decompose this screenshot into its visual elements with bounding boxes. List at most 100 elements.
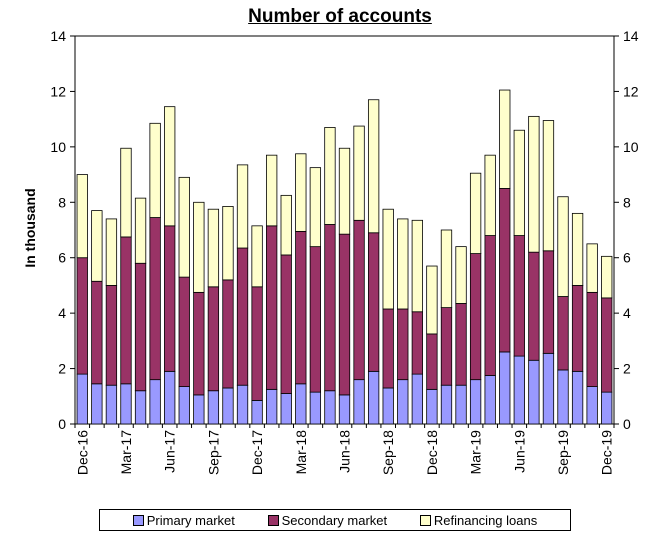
y-tick-label-left: 12 (50, 83, 66, 99)
bar-refinancing-jan-17 (91, 210, 103, 282)
bar-primary-oct-17 (222, 387, 234, 425)
legend-item-refinancing-loans: Refinancing loans (419, 512, 538, 528)
x-tick-label: Mar-17 (118, 430, 134, 475)
bar-secondary-feb-19 (455, 303, 467, 386)
x-tick-label: Dec-19 (599, 430, 615, 475)
bar-primary-dec-18 (426, 388, 438, 425)
bar-primary-nov-19 (586, 386, 598, 425)
bar-secondary-mar-19 (469, 253, 482, 381)
bar-refinancing-jun-18 (338, 147, 351, 235)
bar-primary-sep-18 (382, 387, 394, 425)
bar-secondary-jan-17 (91, 280, 103, 385)
bar-primary-dec-19 (601, 391, 613, 425)
bar-primary-mar-19 (469, 379, 482, 425)
bar-secondary-sep-19 (557, 296, 569, 371)
bar-refinancing-nov-19 (586, 243, 598, 293)
bar-refinancing-nov-18 (411, 219, 423, 313)
bar-secondary-jul-18 (353, 219, 365, 381)
bar-primary-jan-18 (266, 388, 278, 425)
bar-secondary-feb-17 (105, 285, 118, 386)
bar-primary-apr-19 (484, 375, 496, 425)
bar-refinancing-jun-19 (513, 129, 525, 236)
legend-swatch-primary-market (132, 514, 144, 526)
bar-primary-feb-18 (280, 393, 292, 425)
bar-secondary-sep-18 (382, 308, 394, 389)
bar-refinancing-mar-19 (469, 172, 482, 254)
y-tick-label-left: 10 (50, 139, 66, 155)
bar-secondary-may-18 (324, 224, 336, 392)
bar-refinancing-oct-18 (397, 218, 409, 310)
y-tick-label-right: 12 (623, 83, 639, 99)
bar-refinancing-may-18 (324, 127, 336, 225)
bar-secondary-mar-18 (295, 230, 307, 385)
x-tick-label: Jun-19 (511, 430, 527, 473)
bar-primary-nov-18 (411, 373, 423, 425)
bar-primary-jun-19 (513, 355, 525, 425)
x-tick-label: Dec-18 (424, 430, 440, 475)
bar-primary-aug-17 (193, 394, 205, 425)
bar-secondary-jan-19 (440, 307, 453, 386)
bar-refinancing-jan-19 (440, 229, 453, 308)
bar-refinancing-feb-18 (280, 194, 292, 256)
bar-refinancing-dec-16 (76, 174, 88, 259)
bar-secondary-may-17 (149, 217, 161, 381)
bar-refinancing-apr-17 (134, 197, 147, 264)
bar-refinancing-jul-19 (528, 115, 540, 253)
bar-primary-may-19 (499, 351, 511, 425)
bar-primary-mar-17 (120, 383, 132, 425)
legend: Primary market Secondary market Refinanc… (99, 509, 571, 531)
bar-refinancing-sep-17 (207, 208, 220, 288)
bar-secondary-mar-17 (120, 236, 132, 385)
bar-refinancing-sep-18 (382, 208, 394, 310)
bar-primary-jan-17 (91, 383, 103, 425)
bar-secondary-nov-19 (586, 291, 598, 387)
bar-secondary-dec-17 (251, 286, 263, 401)
bar-refinancing-sep-19 (557, 196, 569, 297)
legend-label-primary-market: Primary market (146, 512, 235, 528)
legend-label-secondary-market: Secondary market (281, 512, 388, 528)
y-tick-label-right: 6 (623, 250, 631, 266)
bar-refinancing-oct-17 (222, 206, 234, 281)
bar-refinancing-jun-17 (164, 106, 176, 227)
legend-label-refinancing-loans: Refinancing loans (433, 512, 538, 528)
bar-refinancing-aug-17 (193, 201, 205, 293)
y-tick-label-right: 2 (623, 361, 631, 377)
bar-primary-may-17 (149, 379, 161, 425)
chart-title: Number of accounts (248, 6, 432, 27)
bar-refinancing-mar-17 (120, 147, 132, 238)
bar-primary-jun-17 (164, 370, 176, 425)
bar-primary-dec-17 (251, 400, 263, 425)
bar-primary-feb-19 (455, 384, 467, 425)
bar-primary-jun-18 (338, 394, 351, 425)
y-tick-label-right: 4 (623, 305, 631, 321)
bar-secondary-dec-18 (426, 333, 438, 390)
bar-primary-apr-17 (134, 390, 147, 425)
bar-refinancing-dec-19 (601, 255, 613, 299)
x-tick-label: Jun-17 (162, 430, 178, 473)
x-tick-label: Sep-17 (205, 430, 221, 475)
x-tick-label: Sep-18 (380, 430, 396, 475)
y-tick-label-left: 6 (58, 250, 66, 266)
bar-refinancing-dec-18 (426, 265, 438, 335)
bar-secondary-apr-19 (484, 235, 496, 376)
bar-secondary-jul-19 (528, 251, 540, 361)
bar-secondary-aug-18 (367, 232, 380, 372)
bar-secondary-oct-18 (397, 308, 409, 381)
bar-primary-aug-19 (542, 352, 555, 425)
bar-secondary-jun-19 (513, 235, 525, 357)
bar-refinancing-feb-19 (455, 246, 467, 304)
bar-primary-jan-19 (440, 384, 453, 425)
bar-primary-jul-17 (178, 386, 190, 425)
bar-secondary-sep-17 (207, 286, 220, 392)
bar-secondary-apr-17 (134, 262, 147, 392)
x-tick-label: Dec-16 (74, 430, 90, 475)
y-tick-label-right: 8 (623, 194, 631, 210)
bar-secondary-oct-19 (571, 285, 584, 372)
legend-item-primary-market: Primary market (132, 512, 235, 528)
bar-secondary-dec-16 (76, 257, 88, 375)
bar-refinancing-jul-17 (178, 176, 190, 278)
bar-refinancing-jan-18 (266, 154, 278, 227)
bar-secondary-jun-17 (164, 225, 176, 372)
bar-primary-jul-18 (353, 379, 365, 425)
bar-refinancing-feb-17 (105, 218, 118, 286)
